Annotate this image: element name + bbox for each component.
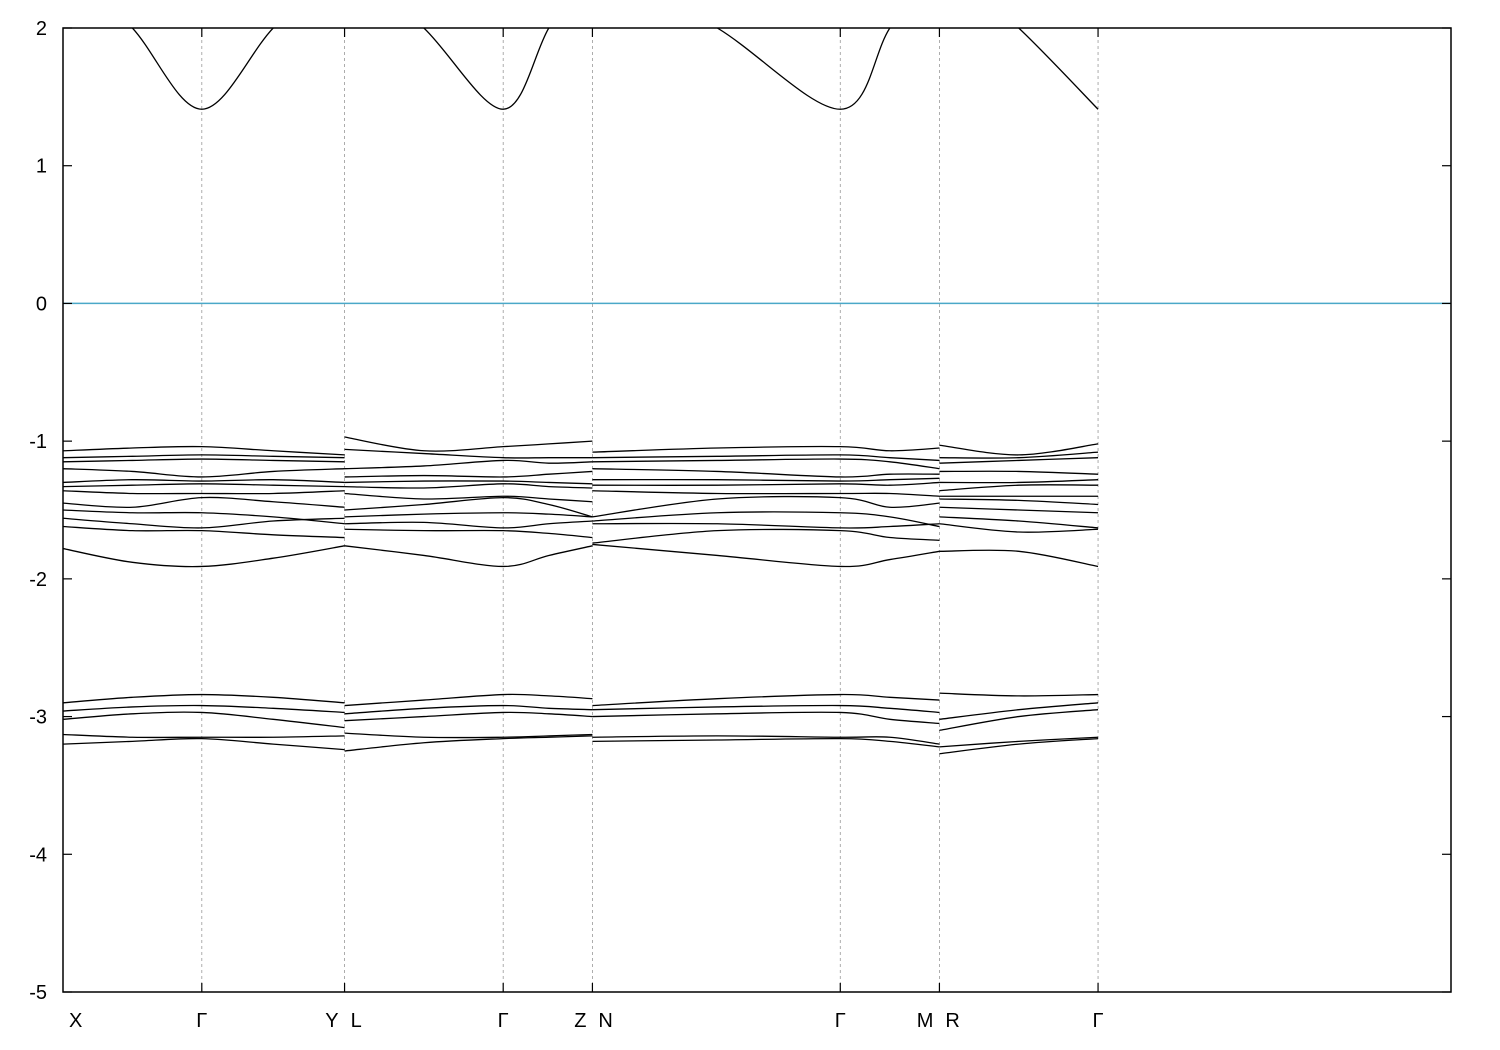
band-line [63,445,345,456]
y-tick-label: 2 [36,18,47,40]
band-line [939,479,1099,484]
band-line [344,483,593,489]
kpoint-label: Γ [1093,1010,1104,1032]
band-line [592,458,940,470]
kpoint-label: Γ [498,1010,509,1032]
band-line [344,448,593,459]
kpoint-label: X [69,1010,82,1032]
band-line [939,443,1099,456]
band-line [344,520,593,529]
band-line [63,693,345,704]
band-line [592,490,940,497]
band-line [1017,28,1099,110]
band-line [939,484,1099,492]
band-line [63,458,345,463]
band-line [592,511,940,528]
band-line [344,470,593,478]
band-line [939,709,1099,731]
kpoint-label: N [598,1010,612,1032]
band-line [344,545,593,568]
y-tick-label: 1 [36,156,47,178]
band-line [422,28,550,110]
band-line [63,454,345,459]
band-line [344,436,593,452]
band-line [592,468,940,478]
band-line [344,459,593,470]
band-line [939,736,1099,748]
band-line [716,28,891,110]
bands-layer [63,28,1099,755]
kpoint-label: R [945,1010,959,1032]
kpoint-label: L [351,1010,362,1032]
band-line [592,522,940,529]
band-line [939,457,1099,464]
band-line [939,523,1099,533]
kpoint-label: Γ [196,1010,207,1032]
band-line [63,468,345,478]
band-line [939,498,1099,506]
y-tick-label: -5 [29,982,47,1004]
band-line [592,477,940,482]
band-line [63,496,345,509]
band-line [592,528,940,544]
kpoint-label: Z [574,1010,586,1032]
band-line [939,516,1099,529]
grid-layer [201,28,1099,992]
band-line [939,470,1099,475]
band-line [939,737,1099,755]
band-line [344,711,593,722]
y-tick-label: -1 [29,431,47,453]
band-line [131,28,275,110]
y-tick-label: 0 [36,293,47,315]
band-line [63,733,345,739]
kpoint-label: Y [325,1010,338,1032]
band-line [592,445,940,453]
band-line [592,735,940,745]
y-tick-label: -4 [29,844,47,866]
band-line [344,735,593,752]
band-line [344,480,593,485]
band-line [63,483,345,488]
band-line [63,704,345,714]
band-line [939,506,1099,514]
band-line [63,525,345,539]
band-line [63,509,345,525]
y-tick-label: -3 [29,707,47,729]
band-line [592,693,940,707]
band-line [63,517,345,529]
band-line [344,732,593,739]
band-line [63,545,345,568]
band-line [344,496,593,518]
band-line [63,737,345,751]
band-line [939,692,1099,697]
band-line [592,711,940,725]
plot-frame [62,27,1452,993]
kpoint-label: M [917,1010,934,1032]
kpoint-label: Γ [835,1010,846,1032]
band-line [592,481,940,486]
band-line [939,702,1099,720]
band-line [344,693,593,707]
band-line [344,512,593,518]
band-line [592,495,940,518]
y-tick-label: -2 [29,569,47,591]
band-line [939,549,1099,568]
band-line [939,451,1099,459]
band-line [344,704,593,715]
band-line [344,528,593,539]
band-line [63,479,345,484]
band-line [63,711,345,729]
band-line [344,492,593,503]
ticks-layer [63,27,1451,993]
band-line [592,704,940,714]
band-line [592,543,940,568]
band-line [63,490,345,495]
band-line [592,737,940,748]
band-line [592,454,940,462]
labels-layer: 2 1 0 -1 -2 -3 -4 -5 X Γ Y L Γ Z N Γ M R Γ [29,18,1103,1032]
